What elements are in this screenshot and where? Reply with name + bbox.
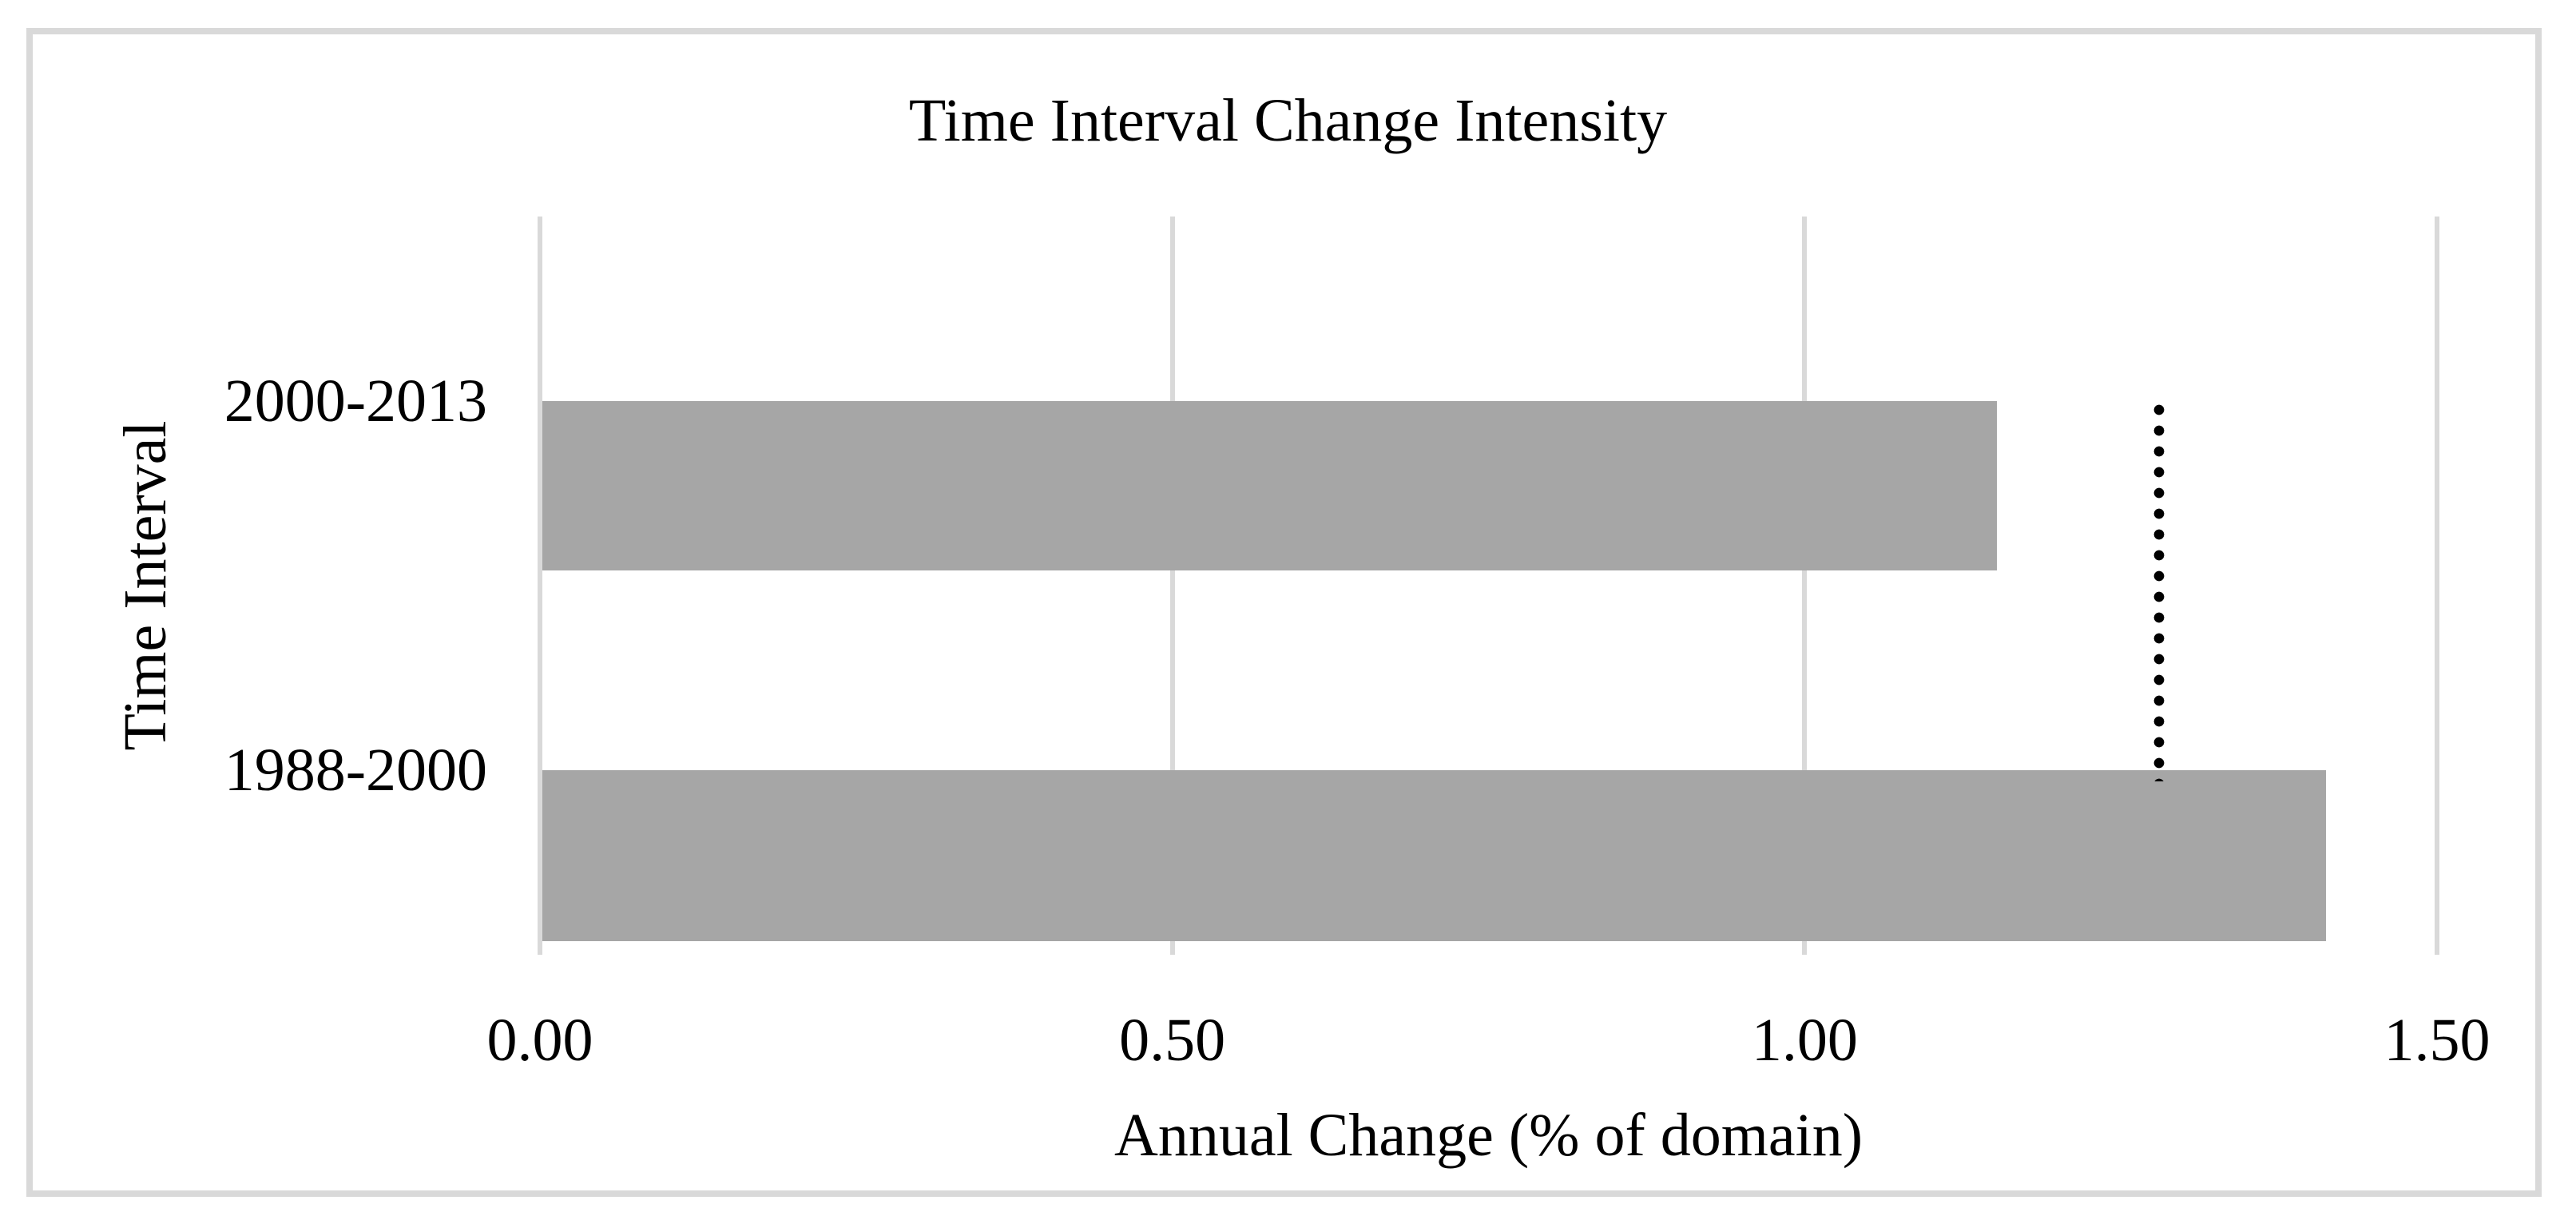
y-category-label-2000-2013: 2000-2013	[224, 367, 487, 435]
x-tick-label: 1.50	[2383, 1007, 2491, 1074]
x-gridline	[538, 217, 542, 955]
x-tick-label: 0.50	[1119, 1007, 1226, 1074]
x-gridline	[1169, 217, 1175, 955]
y-category-row: 2000-2013	[112, 217, 487, 586]
x-tick-label: 1.00	[1751, 1007, 1858, 1074]
x-tick-label: 0.00	[486, 1007, 593, 1074]
bar-1988-2000	[542, 770, 2326, 941]
y-category-row: 1988-2000	[112, 586, 487, 955]
x-gridline	[2435, 217, 2439, 955]
x-axis-title: Annual Change (% of domain)	[1113, 1102, 1864, 1169]
chart-title: Time Interval Change Intensity	[908, 87, 1668, 154]
bar-2000-2013	[542, 401, 1997, 570]
y-category-label-1988-2000: 1988-2000	[224, 736, 487, 804]
chart-border-frame	[26, 28, 2542, 1197]
dotted-reference-line	[2153, 399, 2165, 781]
x-axis-tick-labels: 0.00 0.50 1.00 1.50	[487, 1007, 2491, 1074]
x-gridline	[1802, 217, 1808, 955]
plot-area	[538, 217, 2439, 955]
